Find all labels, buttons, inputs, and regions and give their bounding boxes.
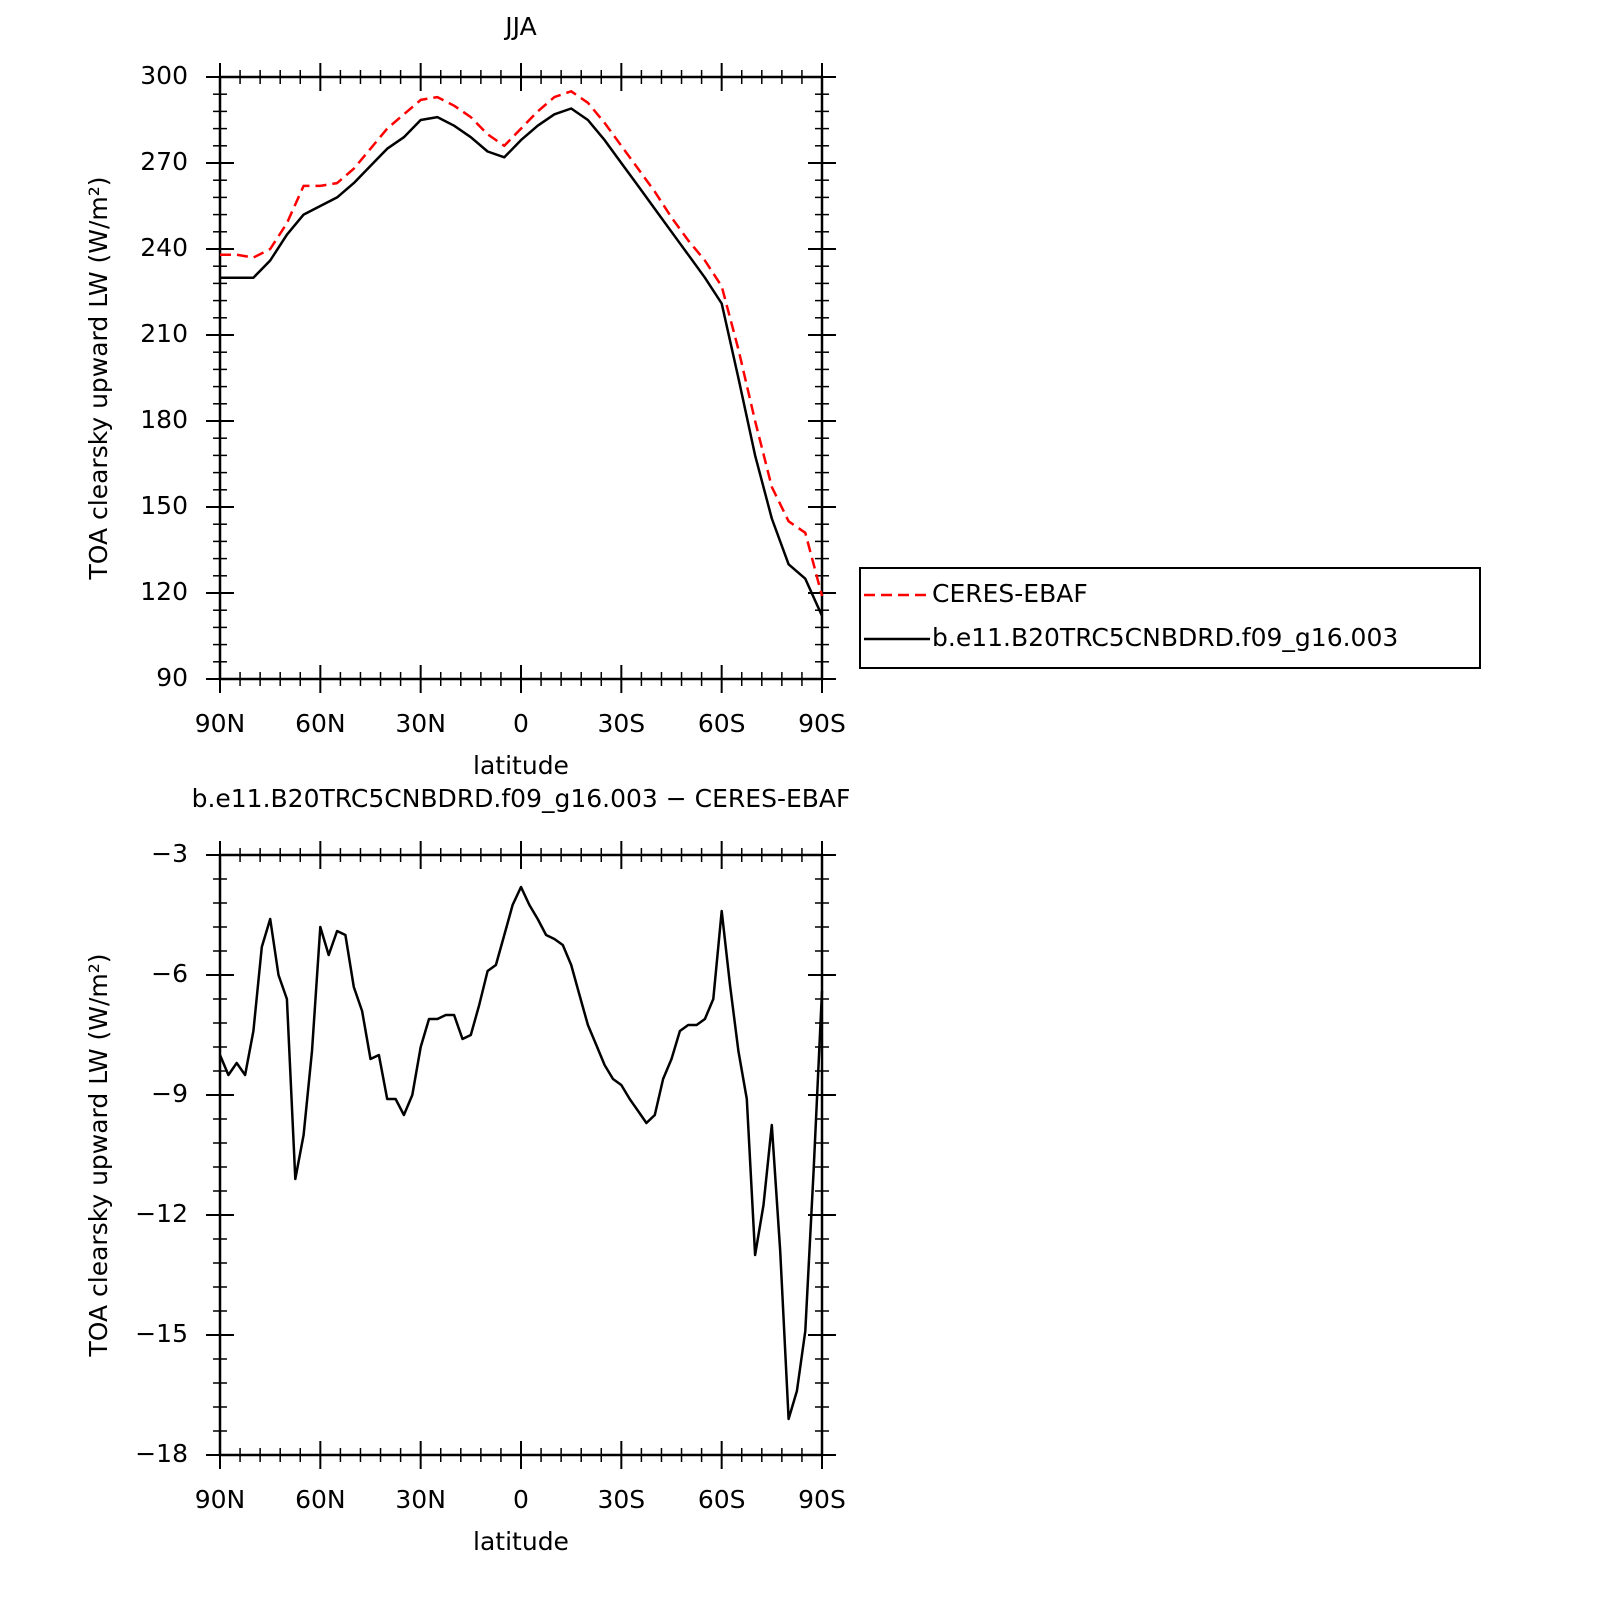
x-tick-label: 90S	[798, 709, 846, 738]
y-tick-label: 240	[140, 233, 188, 262]
x-tick-label: 90N	[195, 709, 246, 738]
y-axis-label: TOA clearsky upward LW (W/m²)	[84, 953, 113, 1357]
x-axis-label: latitude	[473, 1527, 569, 1556]
y-axis-label: TOA clearsky upward LW (W/m²)	[84, 176, 113, 580]
x-tick-label: 90N	[195, 1485, 246, 1514]
y-tick-label: −6	[151, 959, 188, 988]
plot-frame	[218, 75, 824, 681]
y-tick-label: −12	[135, 1199, 188, 1228]
y-tick-label: 270	[140, 147, 188, 176]
y-tick-label: −18	[135, 1439, 188, 1468]
legend-label: CERES-EBAF	[932, 579, 1088, 608]
data-line	[220, 107, 824, 617]
x-tick-label: 30S	[597, 1485, 645, 1514]
x-tick-label: 90S	[798, 1485, 846, 1514]
y-tick-label: −9	[151, 1079, 188, 1108]
y-tick-label: 150	[140, 491, 188, 520]
y-tick-label: −15	[135, 1319, 188, 1348]
chart-title: JJA	[503, 12, 536, 41]
y-tick-label: 90	[156, 663, 188, 692]
x-tick-label: 60N	[295, 1485, 346, 1514]
x-tick-label: 30S	[597, 709, 645, 738]
y-tick-label: 300	[140, 61, 188, 90]
x-tick-label: 30N	[395, 709, 446, 738]
y-tick-label: −3	[151, 839, 188, 868]
plot-frame	[218, 853, 824, 1457]
data-line	[220, 90, 824, 597]
chart-title: b.e11.B20TRC5CNBDRD.f09_g16.003 − CERES-…	[192, 784, 851, 813]
x-tick-label: 60N	[295, 709, 346, 738]
x-tick-label: 0	[513, 709, 529, 738]
y-tick-label: 120	[140, 577, 188, 606]
x-tick-label: 0	[513, 1485, 529, 1514]
x-tick-label: 30N	[395, 1485, 446, 1514]
y-tick-label: 180	[140, 405, 188, 434]
x-tick-label: 60S	[698, 1485, 746, 1514]
x-tick-label: 60S	[698, 709, 746, 738]
data-line	[218, 885, 824, 1421]
legend-box	[859, 567, 1481, 669]
x-axis-label: latitude	[473, 751, 569, 780]
legend-label: b.e11.B20TRC5CNBDRD.f09_g16.003	[932, 623, 1398, 652]
y-tick-label: 210	[140, 319, 188, 348]
